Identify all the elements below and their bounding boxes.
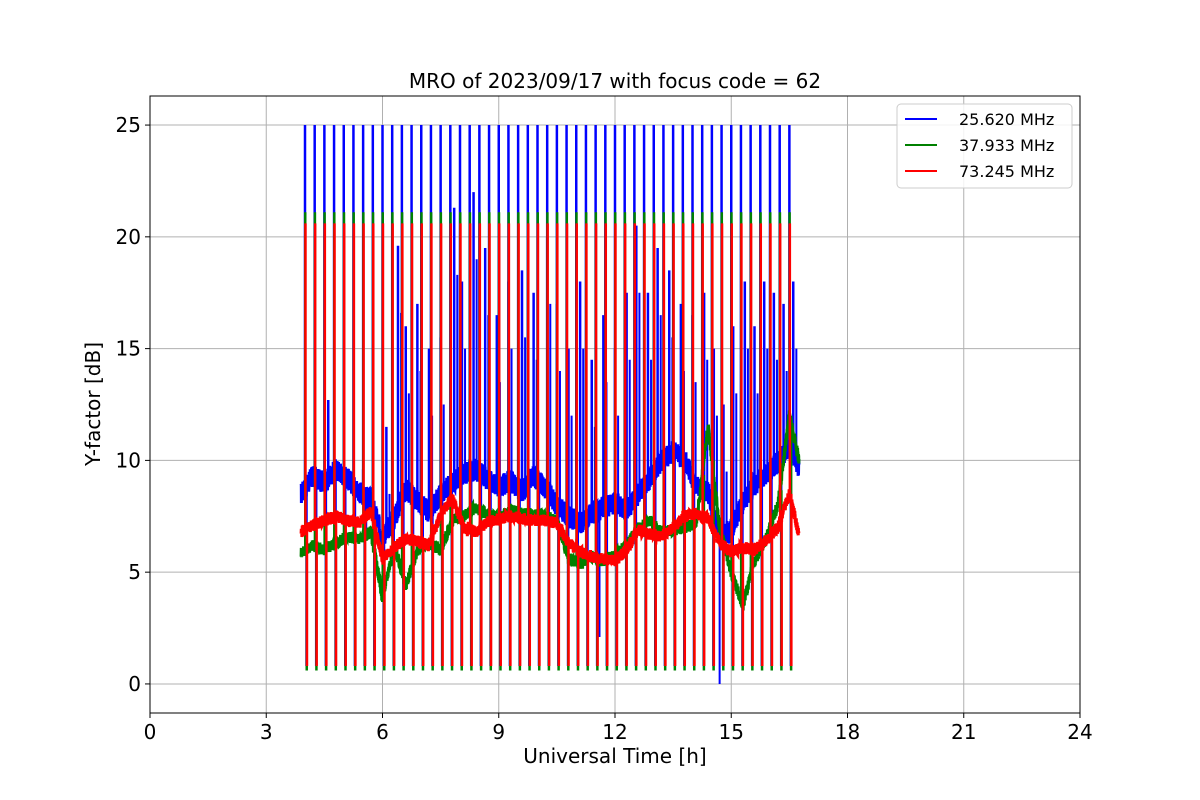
y-tick-label: 10 [116,448,141,472]
x-tick-label: 12 [602,720,627,744]
y-axis-label: Y-factor [dB] [81,342,105,467]
y-tick-label: 20 [116,225,141,249]
x-tick-label: 0 [144,720,157,744]
y-tick-label: 0 [128,672,141,696]
legend-label: 73.245 MHz [959,162,1054,181]
x-tick-label: 3 [260,720,273,744]
axis-ticks: 0 3 6 9 12 15 18 21 24 0 5 10 15 20 25 [116,113,1093,744]
y-tick-label: 5 [128,560,141,584]
legend-box [896,103,1073,189]
x-tick-label: 24 [1067,720,1092,744]
x-tick-label: 9 [492,720,505,744]
series-2 [299,223,801,667]
x-tick-label: 21 [951,720,976,744]
legend-label: 37.933 MHz [959,136,1054,155]
x-axis-label: Universal Time [h] [523,744,706,768]
legend: 25.620 MHz 37.933 MHz 73.245 MHz [896,103,1073,189]
chart-title: MRO of 2023/09/17 with focus code = 62 [409,69,821,93]
y-tick-label: 15 [116,337,141,361]
x-tick-label: 18 [835,720,860,744]
series-layer [299,125,801,684]
legend-label: 25.620 MHz [959,110,1054,129]
y-tick-label: 25 [116,113,141,137]
x-tick-label: 6 [376,720,389,744]
x-tick-label: 15 [719,720,744,744]
